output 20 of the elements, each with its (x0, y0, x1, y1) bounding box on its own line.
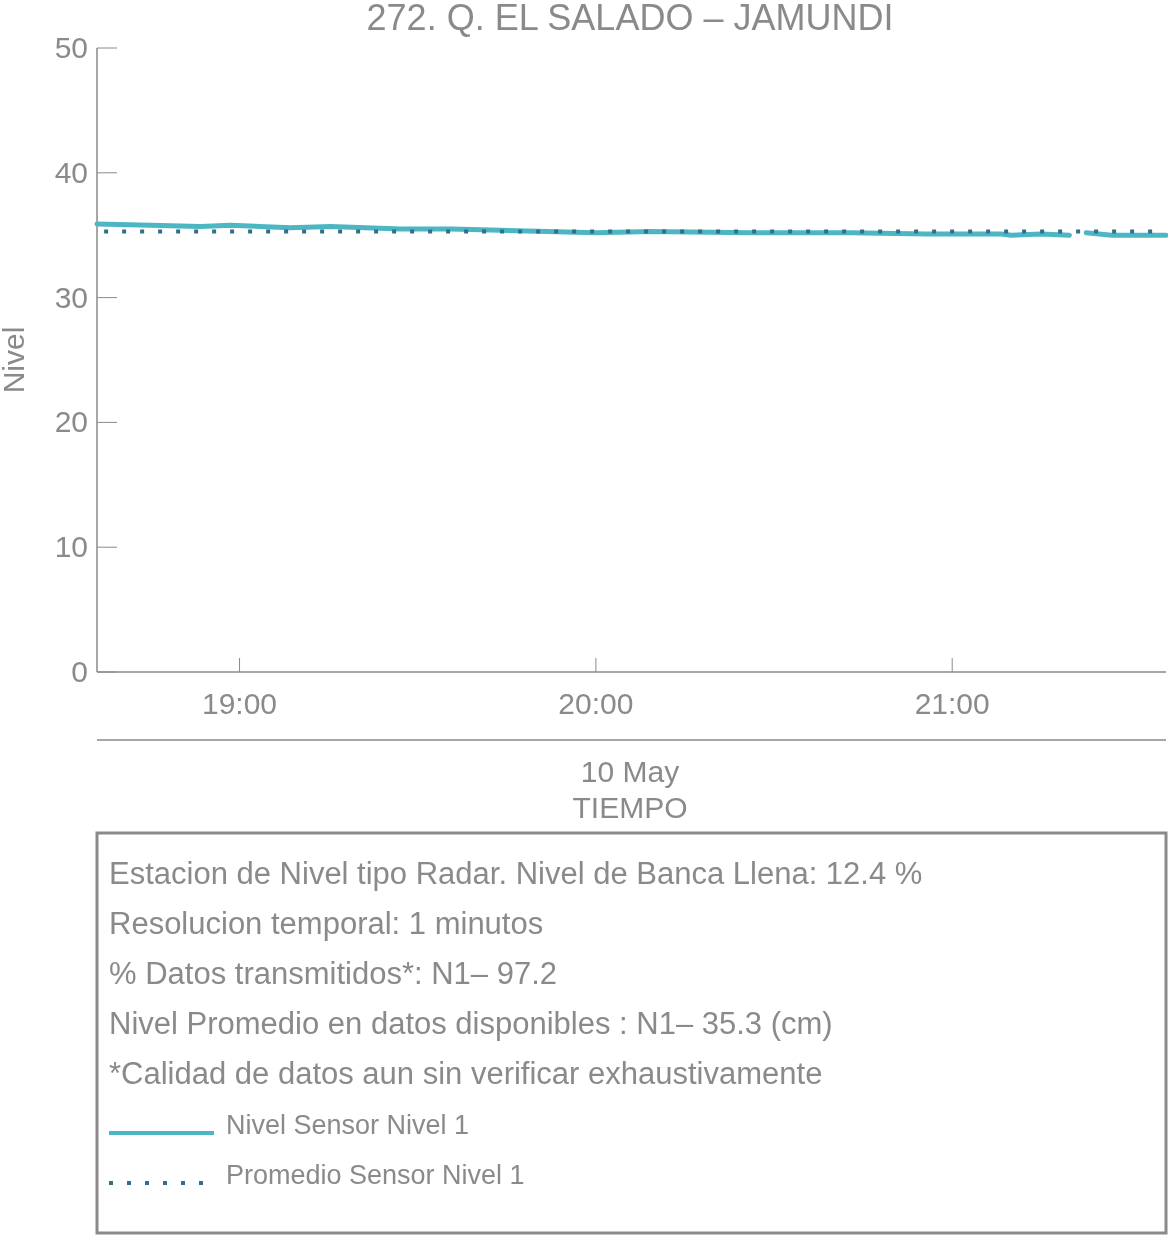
y-axis-title: Nivel (0, 326, 30, 394)
legend-label: Promedio Sensor Nivel 1 (226, 1160, 525, 1190)
y-tick-label: 10 (54, 530, 88, 564)
x-tick-label: 19:00 (201, 687, 278, 720)
x-tick-label: 21:00 (914, 687, 990, 720)
y-tick-label: 20 (54, 405, 88, 439)
text: *Calidad de datos aun sin verificar exhaustivamente (109, 1056, 823, 1091)
text: Nivel Promedio en datos disponibles : N1– 35.3 (cm) (109, 1006, 833, 1041)
x-axis-title: TIEMPO (572, 791, 688, 824)
text: 10 May (580, 755, 680, 788)
y-tick-label: 0 (71, 655, 88, 688)
y-tick-label: 50 (54, 31, 88, 64)
chart-title: 272. Q. EL SALADO – JAMUNDI (366, 0, 894, 38)
y-tick-label: 30 (54, 280, 88, 314)
text: Resolucion temporal: 1 minutos (109, 906, 544, 941)
x-tick-label: 20:00 (558, 687, 634, 720)
y-tick-label: 40 (54, 155, 88, 189)
legend-label: Nivel Sensor Nivel 1 (226, 1110, 470, 1140)
text: % Datos transmitidos*: N1– 97.2 (109, 956, 557, 991)
text: Estacion de Nivel tipo Radar. Nivel de Banca Llena: 12.4 % (109, 856, 923, 891)
